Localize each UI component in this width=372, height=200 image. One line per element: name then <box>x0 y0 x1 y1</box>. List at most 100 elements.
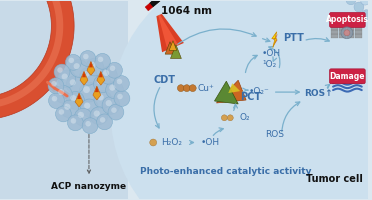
Circle shape <box>51 81 57 87</box>
Circle shape <box>68 58 74 63</box>
Text: 1064 nm: 1064 nm <box>161 6 212 16</box>
Circle shape <box>48 78 64 94</box>
Circle shape <box>106 81 124 99</box>
Circle shape <box>83 71 89 77</box>
Bar <box>339 30 346 34</box>
Circle shape <box>177 85 184 92</box>
Circle shape <box>94 91 112 108</box>
Circle shape <box>78 112 84 118</box>
Bar <box>331 34 338 38</box>
Text: •O₂⁻: •O₂⁻ <box>249 87 270 96</box>
Polygon shape <box>99 71 103 77</box>
Text: •OH: •OH <box>262 49 281 58</box>
Circle shape <box>341 27 353 39</box>
Circle shape <box>109 85 115 91</box>
Circle shape <box>107 62 122 78</box>
Circle shape <box>99 66 117 84</box>
Circle shape <box>74 63 80 69</box>
Circle shape <box>80 99 98 117</box>
Bar <box>355 34 362 38</box>
Circle shape <box>369 4 372 13</box>
Text: •OH: •OH <box>201 138 220 147</box>
Circle shape <box>114 91 130 106</box>
Circle shape <box>89 62 96 68</box>
Circle shape <box>183 85 190 92</box>
Bar <box>347 26 354 30</box>
Circle shape <box>74 108 92 126</box>
Circle shape <box>368 18 372 28</box>
Polygon shape <box>82 71 86 77</box>
Circle shape <box>58 70 76 88</box>
Circle shape <box>85 121 91 126</box>
FancyBboxPatch shape <box>330 13 365 27</box>
Text: Cu⁺: Cu⁺ <box>198 84 214 93</box>
Polygon shape <box>272 32 277 48</box>
Circle shape <box>106 100 112 106</box>
Polygon shape <box>170 45 182 58</box>
Polygon shape <box>169 41 177 50</box>
Circle shape <box>361 0 370 5</box>
Circle shape <box>49 93 64 109</box>
Bar <box>331 26 338 30</box>
Circle shape <box>52 96 57 101</box>
Bar <box>339 34 346 38</box>
Circle shape <box>150 139 157 146</box>
Polygon shape <box>87 61 95 75</box>
Polygon shape <box>80 71 88 85</box>
Circle shape <box>102 96 120 114</box>
Circle shape <box>354 2 364 12</box>
Polygon shape <box>215 81 238 104</box>
Circle shape <box>108 104 124 120</box>
Text: Damage: Damage <box>329 72 365 81</box>
Circle shape <box>111 0 372 200</box>
Circle shape <box>82 118 98 134</box>
Circle shape <box>80 67 97 85</box>
Circle shape <box>117 79 122 84</box>
Bar <box>355 30 362 34</box>
Polygon shape <box>165 42 175 54</box>
Circle shape <box>79 82 99 102</box>
Circle shape <box>221 115 227 121</box>
Bar <box>339 26 346 30</box>
Circle shape <box>93 75 111 93</box>
Text: PCT: PCT <box>240 92 261 102</box>
Circle shape <box>98 57 103 62</box>
Polygon shape <box>156 14 184 52</box>
Circle shape <box>58 89 64 95</box>
Polygon shape <box>228 83 240 93</box>
Circle shape <box>90 107 108 125</box>
Polygon shape <box>150 0 174 7</box>
Polygon shape <box>77 93 81 99</box>
Polygon shape <box>273 34 278 46</box>
Circle shape <box>62 74 68 80</box>
Circle shape <box>54 85 72 103</box>
Circle shape <box>83 54 89 59</box>
Polygon shape <box>97 71 105 85</box>
Text: O₂: O₂ <box>239 113 250 122</box>
Circle shape <box>110 66 115 71</box>
Circle shape <box>97 78 103 85</box>
Polygon shape <box>0 0 63 109</box>
Bar <box>347 30 354 34</box>
Circle shape <box>70 60 88 77</box>
Circle shape <box>100 117 105 123</box>
Circle shape <box>84 103 90 109</box>
Bar <box>355 26 362 30</box>
Polygon shape <box>75 93 83 107</box>
FancyBboxPatch shape <box>330 69 365 84</box>
Circle shape <box>65 54 81 70</box>
Circle shape <box>66 76 84 93</box>
Polygon shape <box>217 80 246 103</box>
Circle shape <box>54 64 70 80</box>
Polygon shape <box>145 3 153 11</box>
Polygon shape <box>158 15 179 50</box>
Circle shape <box>344 30 350 36</box>
Circle shape <box>71 118 76 124</box>
Circle shape <box>67 115 83 131</box>
Circle shape <box>94 110 100 117</box>
Circle shape <box>227 115 233 121</box>
Circle shape <box>55 106 71 122</box>
Circle shape <box>86 58 104 76</box>
Circle shape <box>94 53 110 69</box>
Circle shape <box>189 85 196 92</box>
